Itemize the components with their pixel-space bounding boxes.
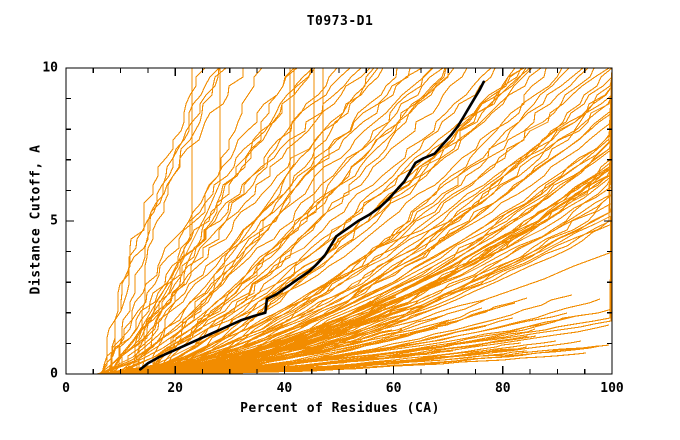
ensemble-curve bbox=[146, 67, 584, 375]
ensemble-curve bbox=[151, 294, 573, 375]
ensemble-curve bbox=[142, 67, 589, 375]
ensemble-curve-saturated bbox=[100, 68, 613, 375]
ensemble-curve bbox=[137, 67, 533, 375]
ensemble-curve bbox=[141, 68, 613, 375]
ensemble-curve bbox=[160, 317, 514, 375]
y-tick-label: 5 bbox=[50, 213, 58, 229]
ensemble-curve-saturated bbox=[156, 68, 613, 375]
ensemble-curve-saturated bbox=[145, 68, 613, 375]
x-tick-label: 100 bbox=[600, 381, 624, 396]
ensemble-curve bbox=[121, 68, 613, 375]
ensemble-curve-saturated bbox=[102, 68, 613, 375]
ensemble-curve bbox=[149, 340, 557, 375]
ensemble-curve-saturated bbox=[117, 67, 613, 375]
ensemble-curve bbox=[148, 68, 449, 375]
x-tick-label: 20 bbox=[167, 381, 184, 396]
ensemble-curve bbox=[113, 67, 492, 375]
x-tick-label: 40 bbox=[276, 381, 293, 396]
ensemble-curve bbox=[156, 67, 595, 375]
ensemble-curve bbox=[110, 67, 371, 374]
x-tick-label: 80 bbox=[494, 381, 511, 396]
ensemble-curve bbox=[129, 67, 570, 375]
ensemble-curve-saturated bbox=[100, 67, 613, 375]
ensemble-curve bbox=[138, 67, 263, 375]
ensemble-curve bbox=[123, 67, 610, 375]
ensemble-curve bbox=[99, 67, 220, 375]
ensemble-curve bbox=[109, 67, 524, 375]
ensemble-curve bbox=[148, 67, 298, 375]
ensemble-curve bbox=[117, 67, 423, 375]
ensemble-curve-vertical bbox=[98, 68, 315, 375]
ensemble-curve-vertical bbox=[98, 68, 221, 375]
ensemble-curve-saturated bbox=[106, 67, 613, 375]
ensemble-curve-vertical bbox=[98, 68, 295, 375]
ensemble-curve-saturated bbox=[144, 68, 613, 375]
ensemble-curve bbox=[101, 67, 295, 375]
ensemble-curve bbox=[158, 67, 496, 375]
ensemble-curve-vertical bbox=[98, 68, 193, 375]
y-tick-label: 0 bbox=[50, 366, 58, 382]
ensemble-curve bbox=[138, 67, 227, 374]
ensemble-series-group bbox=[95, 67, 613, 375]
y-tick-label: 10 bbox=[42, 60, 58, 76]
ensemble-curve-vertical bbox=[98, 68, 291, 375]
ensemble-curve-saturated bbox=[120, 67, 613, 375]
ensemble-curve-saturated bbox=[96, 67, 613, 375]
ensemble-curve bbox=[106, 67, 316, 375]
ensemble-curve bbox=[139, 67, 433, 375]
ensemble-curve bbox=[133, 67, 563, 375]
ensemble-curve bbox=[162, 68, 613, 375]
ensemble-curve-saturated bbox=[95, 67, 613, 375]
page-title: T0973-D1 bbox=[306, 14, 374, 29]
highlighted-curve bbox=[139, 80, 486, 371]
ensemble-curve bbox=[110, 67, 362, 375]
ensemble-curve bbox=[126, 67, 444, 375]
ensemble-curve bbox=[121, 67, 434, 375]
ensemble-curve bbox=[147, 67, 398, 375]
ensemble-curve bbox=[174, 348, 514, 375]
ensemble-curve bbox=[124, 335, 537, 375]
ensemble-curve-saturated bbox=[156, 67, 613, 375]
x-tick-label: 60 bbox=[385, 381, 402, 396]
ensemble-curve bbox=[113, 67, 220, 375]
ensemble-curve bbox=[174, 340, 582, 375]
ensemble-curve bbox=[114, 67, 542, 375]
ensemble-curve-vertical bbox=[98, 68, 324, 375]
ensemble-curve-saturated bbox=[115, 68, 613, 375]
ensemble-curve-saturated bbox=[96, 68, 613, 375]
ensemble-curve bbox=[109, 67, 206, 375]
ensemble-curve bbox=[102, 67, 314, 375]
x-tick-label: 0 bbox=[62, 381, 70, 396]
ensemble-curve bbox=[139, 302, 516, 375]
ensemble-curve bbox=[110, 67, 411, 375]
x-axis-label: Percent of Residues (CA) bbox=[240, 401, 440, 416]
